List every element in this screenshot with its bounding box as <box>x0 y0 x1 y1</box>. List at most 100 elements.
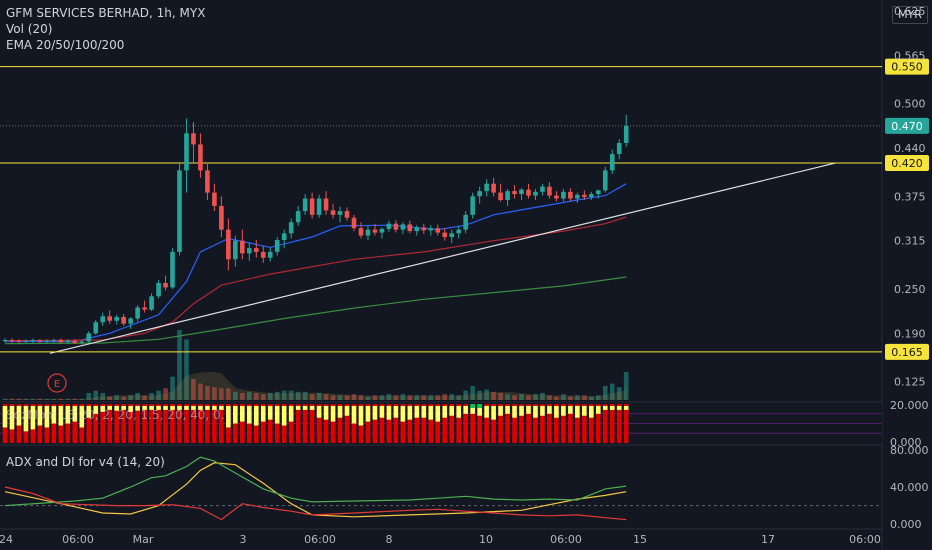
candle-body <box>274 240 280 252</box>
level-price-label: 0.420 <box>891 157 923 170</box>
axes: 0.625 0.565 0.500 0.440 0.375 0.315 0.250 0.190… <box>0 5 929 546</box>
squeeze-bar <box>505 404 510 443</box>
candle-body <box>379 228 385 233</box>
volume-bar <box>253 393 259 400</box>
squeeze-indicator-label: SqzMom LB 20, 2, 20, 1.5, 20, 40, 0.7 <box>6 408 232 422</box>
squeeze-bar <box>344 404 350 443</box>
candle-body <box>351 217 357 229</box>
squeeze-momentum-bar <box>267 406 273 420</box>
volume-bar <box>393 395 399 400</box>
currency-button[interactable]: MYR <box>892 6 928 24</box>
candle-body <box>540 186 545 192</box>
candle-body <box>226 229 231 260</box>
candle-body <box>554 195 559 199</box>
candle-body <box>414 227 420 232</box>
volume-bar <box>142 395 147 400</box>
adx-tick-label: 0.000 <box>890 518 922 531</box>
volume-bar <box>2 398 8 400</box>
candle-body <box>191 133 196 145</box>
candle-body <box>86 333 92 342</box>
candle-body <box>267 251 273 258</box>
volume-bar <box>58 398 64 400</box>
candle-body <box>358 228 364 236</box>
volume-bar <box>219 388 224 400</box>
volume-bar <box>512 395 517 400</box>
ema-indicator-label[interactable]: EMA 20/50/100/200 <box>6 38 125 52</box>
ema-lines <box>4 183 627 345</box>
squeeze-bar <box>407 404 413 443</box>
squeeze-bar <box>421 404 427 443</box>
squeeze-bar <box>198 404 203 443</box>
earnings-marker[interactable]: E <box>47 373 67 393</box>
adx-tick-label: 40.000 <box>890 481 929 494</box>
candle-body <box>205 170 210 193</box>
squeeze-momentum-bar <box>107 406 112 410</box>
symbol-title[interactable]: GFM SERVICES BERHAD, 1h, MYX <box>6 6 206 20</box>
volume-indicator-label[interactable]: Vol (20) <box>6 22 53 36</box>
candle-body <box>100 316 106 323</box>
squeeze-bar <box>184 404 189 443</box>
squeeze-momentum-bar <box>23 406 29 432</box>
candle-body <box>260 251 266 258</box>
candle-body <box>421 227 427 231</box>
squeeze-bar <box>456 404 461 443</box>
squeeze-bar <box>219 404 224 443</box>
volume-bar <box>267 393 273 400</box>
squeeze-momentum-bar <box>37 406 43 426</box>
candle-body <box>323 198 329 211</box>
squeeze-momentum-bar <box>470 406 475 414</box>
price-tick-label: 0.190 <box>894 327 926 340</box>
squeeze-momentum-bar <box>463 406 468 414</box>
volume-ma-area <box>5 371 627 400</box>
candle-body <box>519 189 524 195</box>
level-price-tag <box>885 58 929 75</box>
candle-body <box>72 340 78 343</box>
squeeze-momentum-bar <box>582 406 587 416</box>
volume-bar <box>107 396 112 400</box>
squeeze-bar <box>491 404 496 443</box>
squeeze-momentum-bar <box>309 406 315 410</box>
squeeze-bar <box>100 404 106 443</box>
candle-body <box>253 248 259 252</box>
volume-bar <box>498 393 503 400</box>
candle-body <box>337 211 343 215</box>
candle-body <box>233 240 238 260</box>
squeeze-bar <box>386 404 392 443</box>
squeeze-bar <box>295 404 301 443</box>
candle-body <box>93 322 99 334</box>
squeeze-momentum-bar <box>100 406 106 412</box>
candle-body <box>16 340 22 342</box>
di_plus-line <box>4 456 627 507</box>
candle-body <box>247 248 252 254</box>
volume-bar <box>547 395 552 400</box>
squeeze-bar <box>240 404 245 443</box>
squeeze-bar <box>400 404 406 443</box>
candle-body <box>393 223 399 230</box>
squeeze-momentum-bar <box>51 406 57 424</box>
squeeze-momentum-bar <box>400 406 406 422</box>
horizontal-levels[interactable]: 0.550 0.420 0.165 0.470 <box>0 58 929 360</box>
adx-indicator-label[interactable]: ADX and DI for v4 (14, 20) <box>6 455 165 469</box>
volume-bar <box>9 398 15 400</box>
squeeze-bar <box>212 404 217 443</box>
candle-body <box>602 170 608 191</box>
candle-body <box>547 186 552 196</box>
volume-bar <box>421 395 427 400</box>
squeeze-bar <box>121 404 126 443</box>
candle-body <box>9 340 15 341</box>
trendline[interactable] <box>49 162 836 354</box>
volume-bar <box>505 394 510 400</box>
volume-bar <box>114 395 119 400</box>
candle-body <box>23 340 29 342</box>
volume-bar <box>554 396 559 400</box>
squeeze-momentum-bar <box>274 406 280 424</box>
candle-body <box>596 190 601 195</box>
volume-bar <box>309 394 315 400</box>
grid <box>0 0 883 550</box>
squeeze-bar <box>526 404 531 443</box>
squeeze-momentum-bar <box>561 406 566 416</box>
level-price-label: 0.550 <box>891 61 923 74</box>
candle-body <box>442 232 448 238</box>
volume-bar <box>428 395 434 400</box>
